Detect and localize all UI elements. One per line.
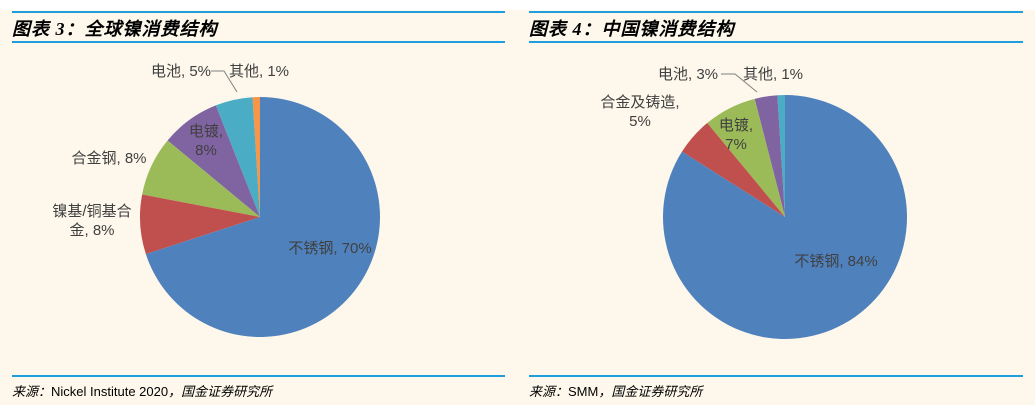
pie-slice-1 <box>662 95 907 339</box>
figure-3-source-note: 来源：Nickel Institute 2020，国金证券研究所 <box>12 381 502 400</box>
pie-slice-2 <box>140 194 260 255</box>
figure-4-panel: 图表 4：中国镍消费结构 不锈钢, 84% 合金及铸造, 5% 电镀, 7% 电… <box>517 0 1035 405</box>
figure-3-header-rule-bottom <box>12 41 505 43</box>
figure-4-source-label: 来源： <box>529 384 569 399</box>
figure-4-header-rule-bottom <box>529 41 1023 43</box>
figure-3-source-institute: ，国金证券研究所 <box>168 384 273 399</box>
pie-slice-6 <box>252 97 260 217</box>
figure-4-source-name: SMM <box>568 384 599 399</box>
figure-4-slice-label-stainless-steel: 不锈钢, 84% <box>794 253 878 270</box>
figure-4-slice-label-alloy-casting: 合金及铸造, 5% <box>600 94 680 130</box>
figure-4-battery-leader-line <box>721 73 758 93</box>
figure-3-footer-rule <box>12 375 505 377</box>
figure-4-source-note: 来源：SMM，国金证券研究所 <box>529 381 1019 400</box>
figure-4-header-rule-top <box>529 11 1023 13</box>
figure-4-slice-label-other: 其他, 1% <box>742 66 803 83</box>
figure-3-pie-chart <box>140 70 380 338</box>
figure-3-slice-label-nickel-copper-alloy: 镍基/铜基合 金, 8% <box>52 203 132 239</box>
pie-slice-4 <box>754 95 785 217</box>
pie-slice-3 <box>142 140 260 217</box>
figure-3-source-label: 来源： <box>12 384 52 399</box>
figure-4-pie-chart <box>662 73 907 339</box>
figure-4-source-institute: ，国金证券研究所 <box>598 384 703 399</box>
figure-3-battery-leader-line <box>211 70 238 93</box>
figure-4-slice-label-electroplating: 电镀, 7% <box>718 117 754 153</box>
figure-3-panel: 图表 3：全球镍消费结构 不锈钢, 70% 镍基/铜基合 金, 8% 合金钢, … <box>0 0 517 405</box>
figure-4-slice-label-battery: 电池, 3% <box>657 66 718 83</box>
figure-3-header-rule-top <box>12 11 505 13</box>
figure-4-footer-rule <box>529 375 1023 377</box>
pie-slice-1 <box>145 97 380 338</box>
figure-3-slice-label-alloy-steel: 合金钢, 8% <box>71 150 147 167</box>
figure-3-source-name: Nickel Institute 2020 <box>51 384 169 399</box>
pie-slice-3 <box>707 98 785 217</box>
figure-3-slice-label-other: 其他, 1% <box>228 63 289 80</box>
figure-3-title: 图表 3：全球镍消费结构 <box>12 19 218 39</box>
figure-4-title: 图表 4：中国镍消费结构 <box>529 19 735 39</box>
pie-slice-5 <box>215 97 260 217</box>
pie-slice-5 <box>777 95 785 217</box>
figure-3-slice-label-battery: 电池, 5% <box>150 63 211 80</box>
figure-3-slice-label-electroplating: 电镀, 8% <box>188 123 224 159</box>
pie-slice-2 <box>681 123 785 217</box>
pie-slice-4 <box>167 105 260 217</box>
figure-3-slice-label-stainless-steel: 不锈钢, 70% <box>288 240 372 257</box>
page-top-margin <box>0 0 1035 10</box>
